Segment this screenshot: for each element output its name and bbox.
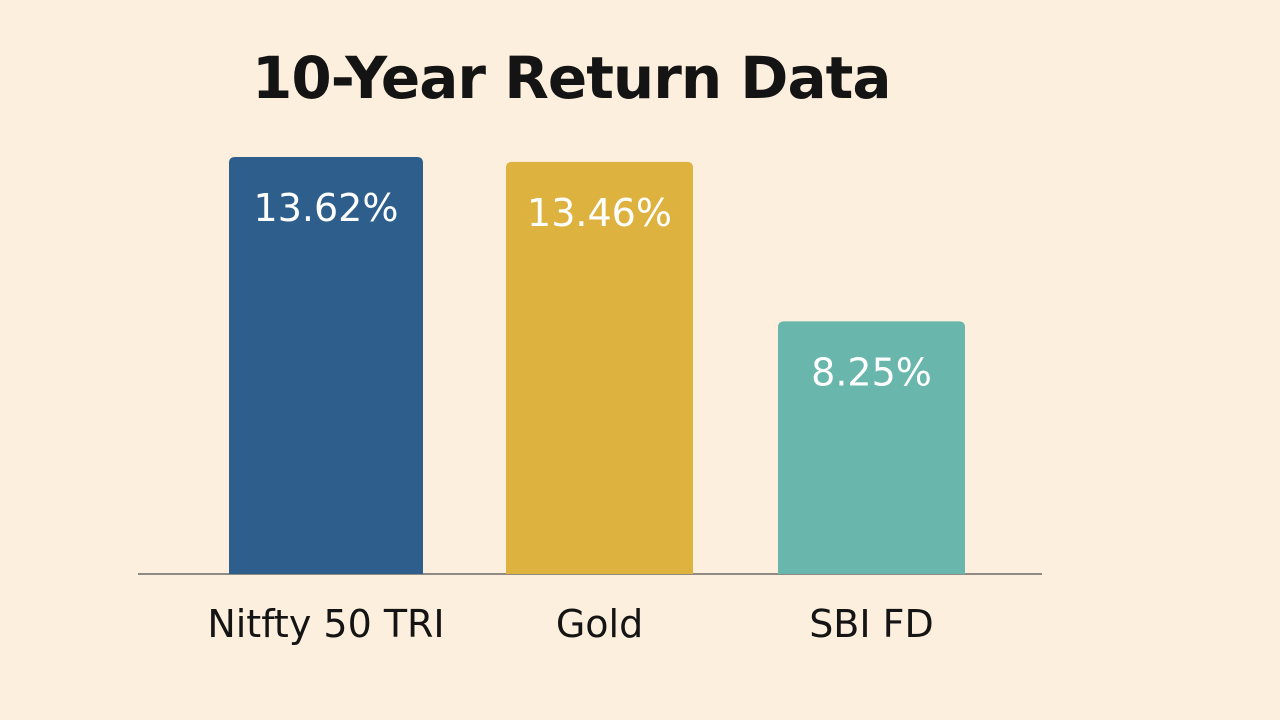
- chart-title: 10-Year Return Data: [252, 44, 891, 112]
- bar-0: [229, 157, 423, 574]
- bar-value-label-2: 8.25%: [811, 350, 932, 394]
- category-label-1: Gold: [556, 602, 643, 646]
- bar-value-label-0: 13.62%: [254, 186, 399, 230]
- category-label-2: SBI FD: [809, 602, 934, 646]
- bar-1: [506, 161, 693, 574]
- bar-2: [778, 321, 965, 574]
- category-label-0: Nitfty 50 TRI: [207, 602, 444, 646]
- bar-value-label-1: 13.46%: [527, 191, 672, 235]
